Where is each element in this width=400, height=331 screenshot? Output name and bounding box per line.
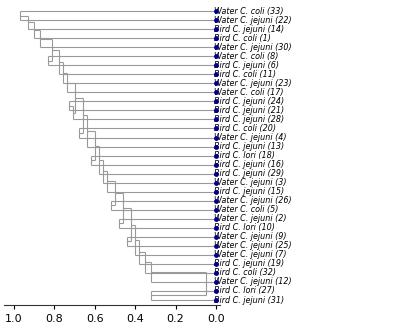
Text: Water C. jejuni (7): Water C. jejuni (7) (214, 250, 286, 260)
Text: Water C. jejuni (26): Water C. jejuni (26) (214, 196, 292, 205)
Text: Water C. jejuni (22): Water C. jejuni (22) (214, 16, 292, 25)
Text: Bird C. jejuni (24): Bird C. jejuni (24) (214, 97, 284, 106)
Text: Water C. coli (5): Water C. coli (5) (214, 205, 278, 214)
Text: Water C. jejuni (12): Water C. jejuni (12) (214, 277, 292, 286)
Text: Bird C. jejuni (21): Bird C. jejuni (21) (214, 106, 284, 115)
Text: Water C. jejuni (23): Water C. jejuni (23) (214, 79, 292, 88)
Text: Bird C. coli (1): Bird C. coli (1) (214, 34, 271, 43)
Text: Water C. jejuni (30): Water C. jejuni (30) (214, 43, 292, 52)
Text: Bird C. coli (11): Bird C. coli (11) (214, 70, 276, 79)
Text: Bird C. lori (18): Bird C. lori (18) (214, 151, 275, 160)
Text: Bird C. lori (27): Bird C. lori (27) (214, 286, 275, 296)
Text: Bird C. coli (20): Bird C. coli (20) (214, 124, 276, 133)
Text: Water C. jejuni (3): Water C. jejuni (3) (214, 178, 286, 187)
Text: Bird C. jejuni (13): Bird C. jejuni (13) (214, 142, 284, 151)
Text: Water C. coli (17): Water C. coli (17) (214, 88, 284, 97)
Text: Bird C. jejuni (6): Bird C. jejuni (6) (214, 61, 279, 70)
Text: Bird C. jejuni (31): Bird C. jejuni (31) (214, 296, 284, 305)
Text: Bird C. jejuni (14): Bird C. jejuni (14) (214, 25, 284, 34)
Text: Water C. jejuni (9): Water C. jejuni (9) (214, 232, 286, 241)
Text: Bird C. coli (32): Bird C. coli (32) (214, 268, 276, 277)
Text: Bird C. lori (10): Bird C. lori (10) (214, 223, 275, 232)
Text: Water C. jejuni (4): Water C. jejuni (4) (214, 133, 286, 142)
Text: Bird C. jejuni (29): Bird C. jejuni (29) (214, 169, 284, 178)
Text: Water C. jejuni (25): Water C. jejuni (25) (214, 241, 292, 250)
Text: Water C. coli (33): Water C. coli (33) (214, 7, 284, 16)
Text: Bird C. jejuni (16): Bird C. jejuni (16) (214, 160, 284, 169)
Text: Bird C. jejuni (19): Bird C. jejuni (19) (214, 260, 284, 268)
Text: Water C. coli (8): Water C. coli (8) (214, 52, 278, 61)
Text: Bird C. jejuni (28): Bird C. jejuni (28) (214, 115, 284, 124)
Text: Water C. jejuni (2): Water C. jejuni (2) (214, 214, 286, 223)
Text: Bird C. jejuni (15): Bird C. jejuni (15) (214, 187, 284, 196)
